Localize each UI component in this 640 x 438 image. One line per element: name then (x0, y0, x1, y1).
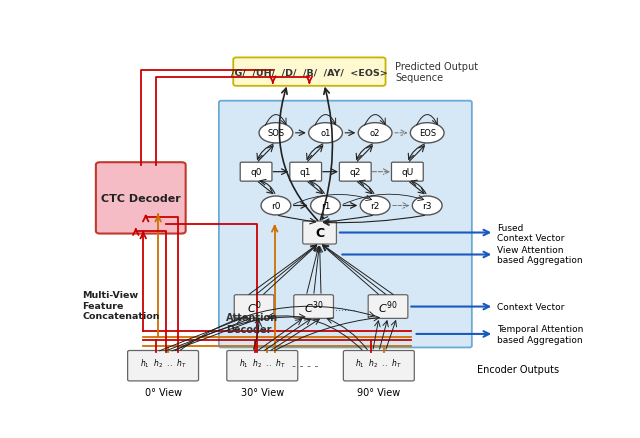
FancyBboxPatch shape (127, 351, 198, 381)
FancyBboxPatch shape (294, 295, 333, 319)
Ellipse shape (412, 197, 442, 215)
Ellipse shape (410, 124, 444, 144)
Text: EOS: EOS (419, 129, 436, 138)
FancyBboxPatch shape (344, 351, 414, 381)
Text: qU: qU (401, 168, 413, 177)
Text: - - - -: - - - - (292, 360, 319, 370)
Text: $h_1$  $h_2$  ..  $h_T$: $h_1$ $h_2$ .. $h_T$ (355, 357, 403, 369)
Ellipse shape (358, 124, 392, 144)
Text: Context Vector: Context Vector (497, 302, 564, 311)
Text: q2: q2 (349, 168, 361, 177)
Text: q1: q1 (300, 168, 312, 177)
Ellipse shape (308, 124, 342, 144)
Text: C: C (315, 226, 324, 240)
Text: Attention
Decoder: Attention Decoder (227, 313, 278, 334)
Text: q0: q0 (250, 168, 262, 177)
Text: $h_1$  $h_2$  ..  $h_T$: $h_1$ $h_2$ .. $h_T$ (239, 357, 285, 369)
FancyBboxPatch shape (219, 102, 472, 348)
FancyBboxPatch shape (290, 163, 321, 182)
Text: $C^0$: $C^0$ (246, 299, 262, 315)
Text: $C^{30}$: $C^{30}$ (304, 299, 324, 315)
Text: o2: o2 (370, 129, 380, 138)
Text: Encoder Outputs: Encoder Outputs (477, 364, 559, 374)
Text: CTC Decoder: CTC Decoder (101, 194, 180, 203)
Text: SOS: SOS (268, 129, 285, 138)
FancyBboxPatch shape (339, 163, 371, 182)
Text: 90° View: 90° View (357, 387, 401, 397)
FancyBboxPatch shape (233, 58, 385, 87)
Text: View Attention
based Aggregation: View Attention based Aggregation (497, 245, 582, 265)
FancyBboxPatch shape (368, 295, 408, 319)
Text: r1: r1 (321, 201, 330, 211)
Text: Fused
Context Vector: Fused Context Vector (497, 223, 564, 243)
Text: $h_1$  $h_2$  ..  $h_T$: $h_1$ $h_2$ .. $h_T$ (140, 357, 186, 369)
Text: 0° View: 0° View (145, 387, 182, 397)
Text: /G/  /UH/  /D/  /B/  /AY/  <EOS>: /G/ /UH/ /D/ /B/ /AY/ <EOS> (231, 68, 388, 77)
FancyBboxPatch shape (96, 163, 186, 234)
FancyBboxPatch shape (240, 163, 272, 182)
Text: r2: r2 (371, 201, 380, 211)
FancyBboxPatch shape (227, 351, 298, 381)
Text: 30° View: 30° View (241, 387, 284, 397)
Ellipse shape (310, 197, 340, 215)
Text: Predicted Output
Sequence: Predicted Output Sequence (395, 62, 478, 83)
FancyBboxPatch shape (303, 222, 337, 244)
Ellipse shape (261, 197, 291, 215)
Text: $C^{90}$: $C^{90}$ (378, 299, 398, 315)
Text: o1: o1 (321, 129, 331, 138)
FancyBboxPatch shape (392, 163, 423, 182)
Ellipse shape (259, 124, 292, 144)
Text: r0: r0 (271, 201, 281, 211)
FancyBboxPatch shape (234, 295, 274, 319)
Ellipse shape (360, 197, 390, 215)
Text: ...........: ........... (323, 302, 356, 312)
Text: Multi-View
Feature
Concatenation: Multi-View Feature Concatenation (83, 291, 160, 320)
Text: r3: r3 (422, 201, 432, 211)
Text: Temporal Attention
based Aggregation: Temporal Attention based Aggregation (497, 325, 583, 344)
